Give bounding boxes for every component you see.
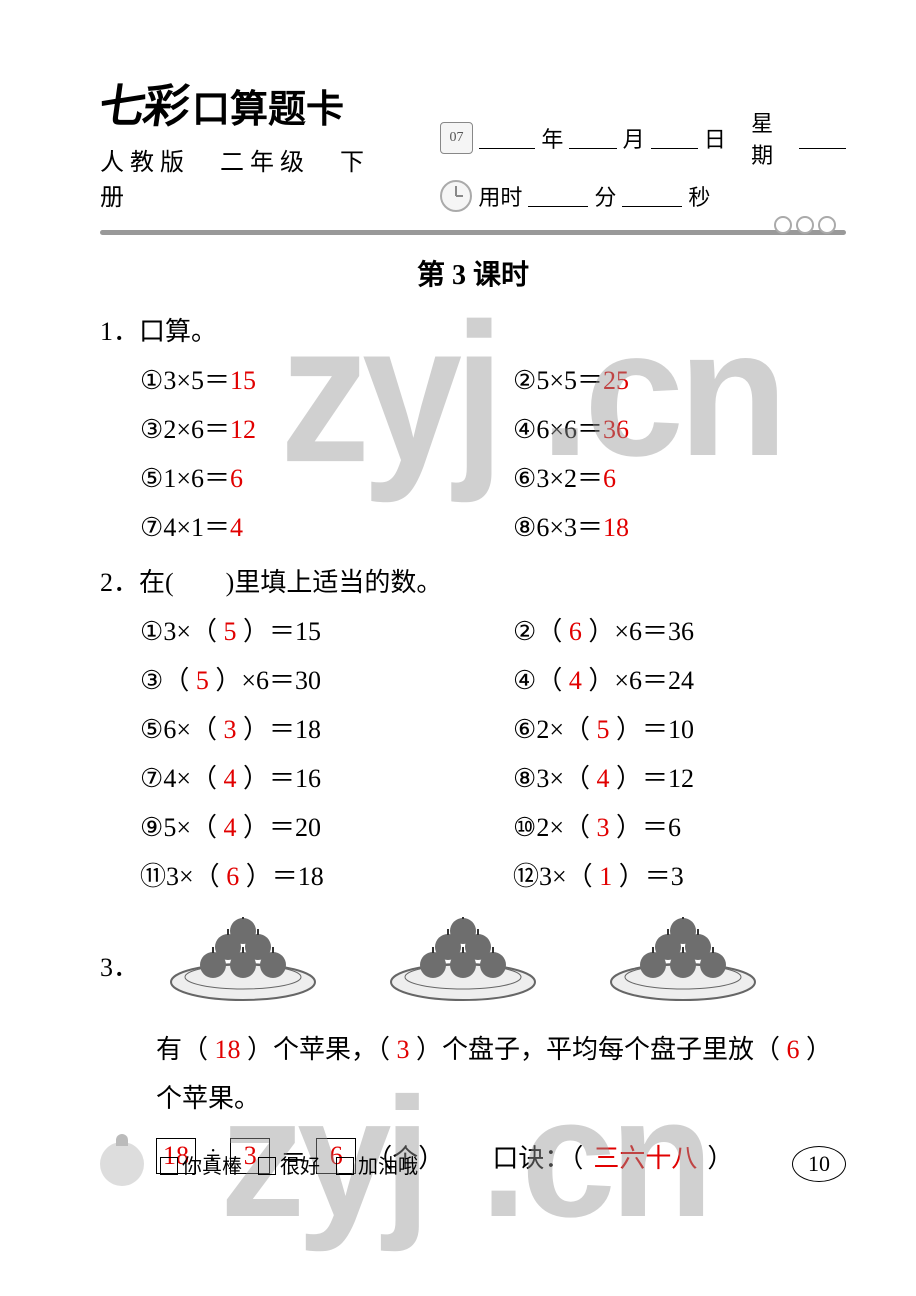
day-blank[interactable] bbox=[651, 127, 698, 149]
q2-item: ④（ 4 ）×6＝24 bbox=[513, 660, 846, 697]
q2-item: ③（ 5 ）×6＝30 bbox=[140, 660, 473, 697]
q1-grid: ①3×5＝15 ②5×5＝25 ③2×6＝12 ④6×6＝36 ⑤1×6＝6 ⑥3×2＝6… bbox=[140, 360, 846, 544]
q3-t2: ）个苹果，（ bbox=[247, 1035, 397, 1064]
page-footer: 你真棒 很好 加油哦 10 bbox=[100, 1142, 846, 1186]
q3-a1: 18 bbox=[215, 1035, 241, 1064]
clock-icon bbox=[440, 180, 472, 212]
q2-item: ⑥2×（ 5 ）＝10 bbox=[513, 709, 846, 746]
q1-item: ⑦4×1＝4 bbox=[140, 507, 473, 544]
min-label: 分 bbox=[594, 180, 616, 212]
title-rest: 口算题卡 bbox=[192, 78, 344, 133]
q1-item: ⑥3×2＝6 bbox=[513, 458, 846, 495]
month-label: 月 bbox=[623, 122, 645, 154]
apple-plate-icon bbox=[383, 917, 543, 1007]
sec-blank[interactable] bbox=[622, 185, 682, 207]
q2-item: ①3×（ 5 ）＝15 bbox=[140, 611, 473, 648]
apple-plate-icon bbox=[603, 917, 763, 1007]
q3-t4: ） bbox=[806, 1035, 832, 1064]
calendar-icon: 07 bbox=[440, 122, 472, 154]
q2-item: ⑦4×（ 4 ）＝16 bbox=[140, 758, 473, 795]
q1-item: ①3×5＝15 bbox=[140, 360, 473, 397]
q3-num: 3． bbox=[100, 947, 139, 984]
q3-a2: 3 bbox=[397, 1035, 410, 1064]
q3-t3: ）个盘子，平均每个盘子里放（ bbox=[416, 1035, 787, 1064]
q3-line2: 个苹果。 bbox=[156, 1084, 260, 1113]
q3-t1: 有（ bbox=[156, 1035, 215, 1064]
page-header: 七彩 口算题卡 人教版 二年级 下册 07 年 月 日 星期 用时 分 秒 bbox=[100, 70, 846, 212]
lesson-title: 第 3 课时 bbox=[100, 253, 846, 293]
q1-item: ③2×6＝12 bbox=[140, 409, 473, 446]
book-title: 七彩 口算题卡 bbox=[100, 70, 388, 136]
q2-item: ⑧3×（ 4 ）＝12 bbox=[513, 758, 846, 795]
page-number: 10 bbox=[792, 1146, 846, 1182]
q3-sentence: 有（ 18 ）个苹果，（ 3 ）个盘子，平均每个盘子里放（ 6 ） 个苹果。 bbox=[156, 1025, 846, 1124]
q1-item: ⑧6×3＝18 bbox=[513, 507, 846, 544]
weekday-label: 星期 bbox=[751, 106, 793, 170]
q2-item: ⑤6×（ 3 ）＝18 bbox=[140, 709, 473, 746]
rating-opt[interactable]: 加油哦 bbox=[336, 1150, 418, 1179]
q2-item: ⑫3×（ 1 ）＝3 bbox=[513, 856, 846, 893]
title-fancy: 七彩 bbox=[95, 70, 192, 136]
time-prefix: 用时 bbox=[478, 180, 522, 212]
q1-item: ⑤1×6＝6 bbox=[140, 458, 473, 495]
rating-opt[interactable]: 你真棒 bbox=[160, 1150, 242, 1179]
year-blank[interactable] bbox=[479, 127, 536, 149]
q1-heading: 1．口算。 bbox=[100, 311, 846, 348]
q2-grid: ①3×（ 5 ）＝15 ②（ 6 ）×6＝36 ③（ 5 ）×6＝30 ④（ 4 ）×… bbox=[140, 611, 846, 893]
q2-item: ⑩2×（ 3 ）＝6 bbox=[513, 807, 846, 844]
date-line: 07 年 月 日 星期 bbox=[440, 106, 846, 170]
q1-item: ④6×6＝36 bbox=[513, 409, 846, 446]
weekday-blank[interactable] bbox=[799, 127, 846, 149]
time-line: 用时 分 秒 bbox=[440, 180, 846, 212]
rating-opt[interactable]: 很好 bbox=[258, 1150, 320, 1179]
q1-item: ②5×5＝25 bbox=[513, 360, 846, 397]
min-blank[interactable] bbox=[528, 185, 588, 207]
mascot-icon bbox=[100, 1142, 144, 1186]
q3-a3: 6 bbox=[787, 1035, 800, 1064]
q2-heading: 2．在( )里填上适当的数。 bbox=[100, 562, 846, 599]
sec-label: 秒 bbox=[688, 180, 710, 212]
header-divider bbox=[100, 230, 846, 235]
q2-item: ⑨5×（ 4 ）＝20 bbox=[140, 807, 473, 844]
day-label: 日 bbox=[704, 122, 726, 154]
plates-row bbox=[163, 917, 763, 1007]
year-label: 年 bbox=[541, 122, 563, 154]
apple-plate-icon bbox=[163, 917, 323, 1007]
train-icon bbox=[774, 216, 836, 234]
month-blank[interactable] bbox=[569, 127, 616, 149]
q2-item: ②（ 6 ）×6＝36 bbox=[513, 611, 846, 648]
book-subtitle: 人教版 二年级 下册 bbox=[100, 142, 388, 212]
q2-item: ⑪3×（ 6 ）＝18 bbox=[140, 856, 473, 893]
